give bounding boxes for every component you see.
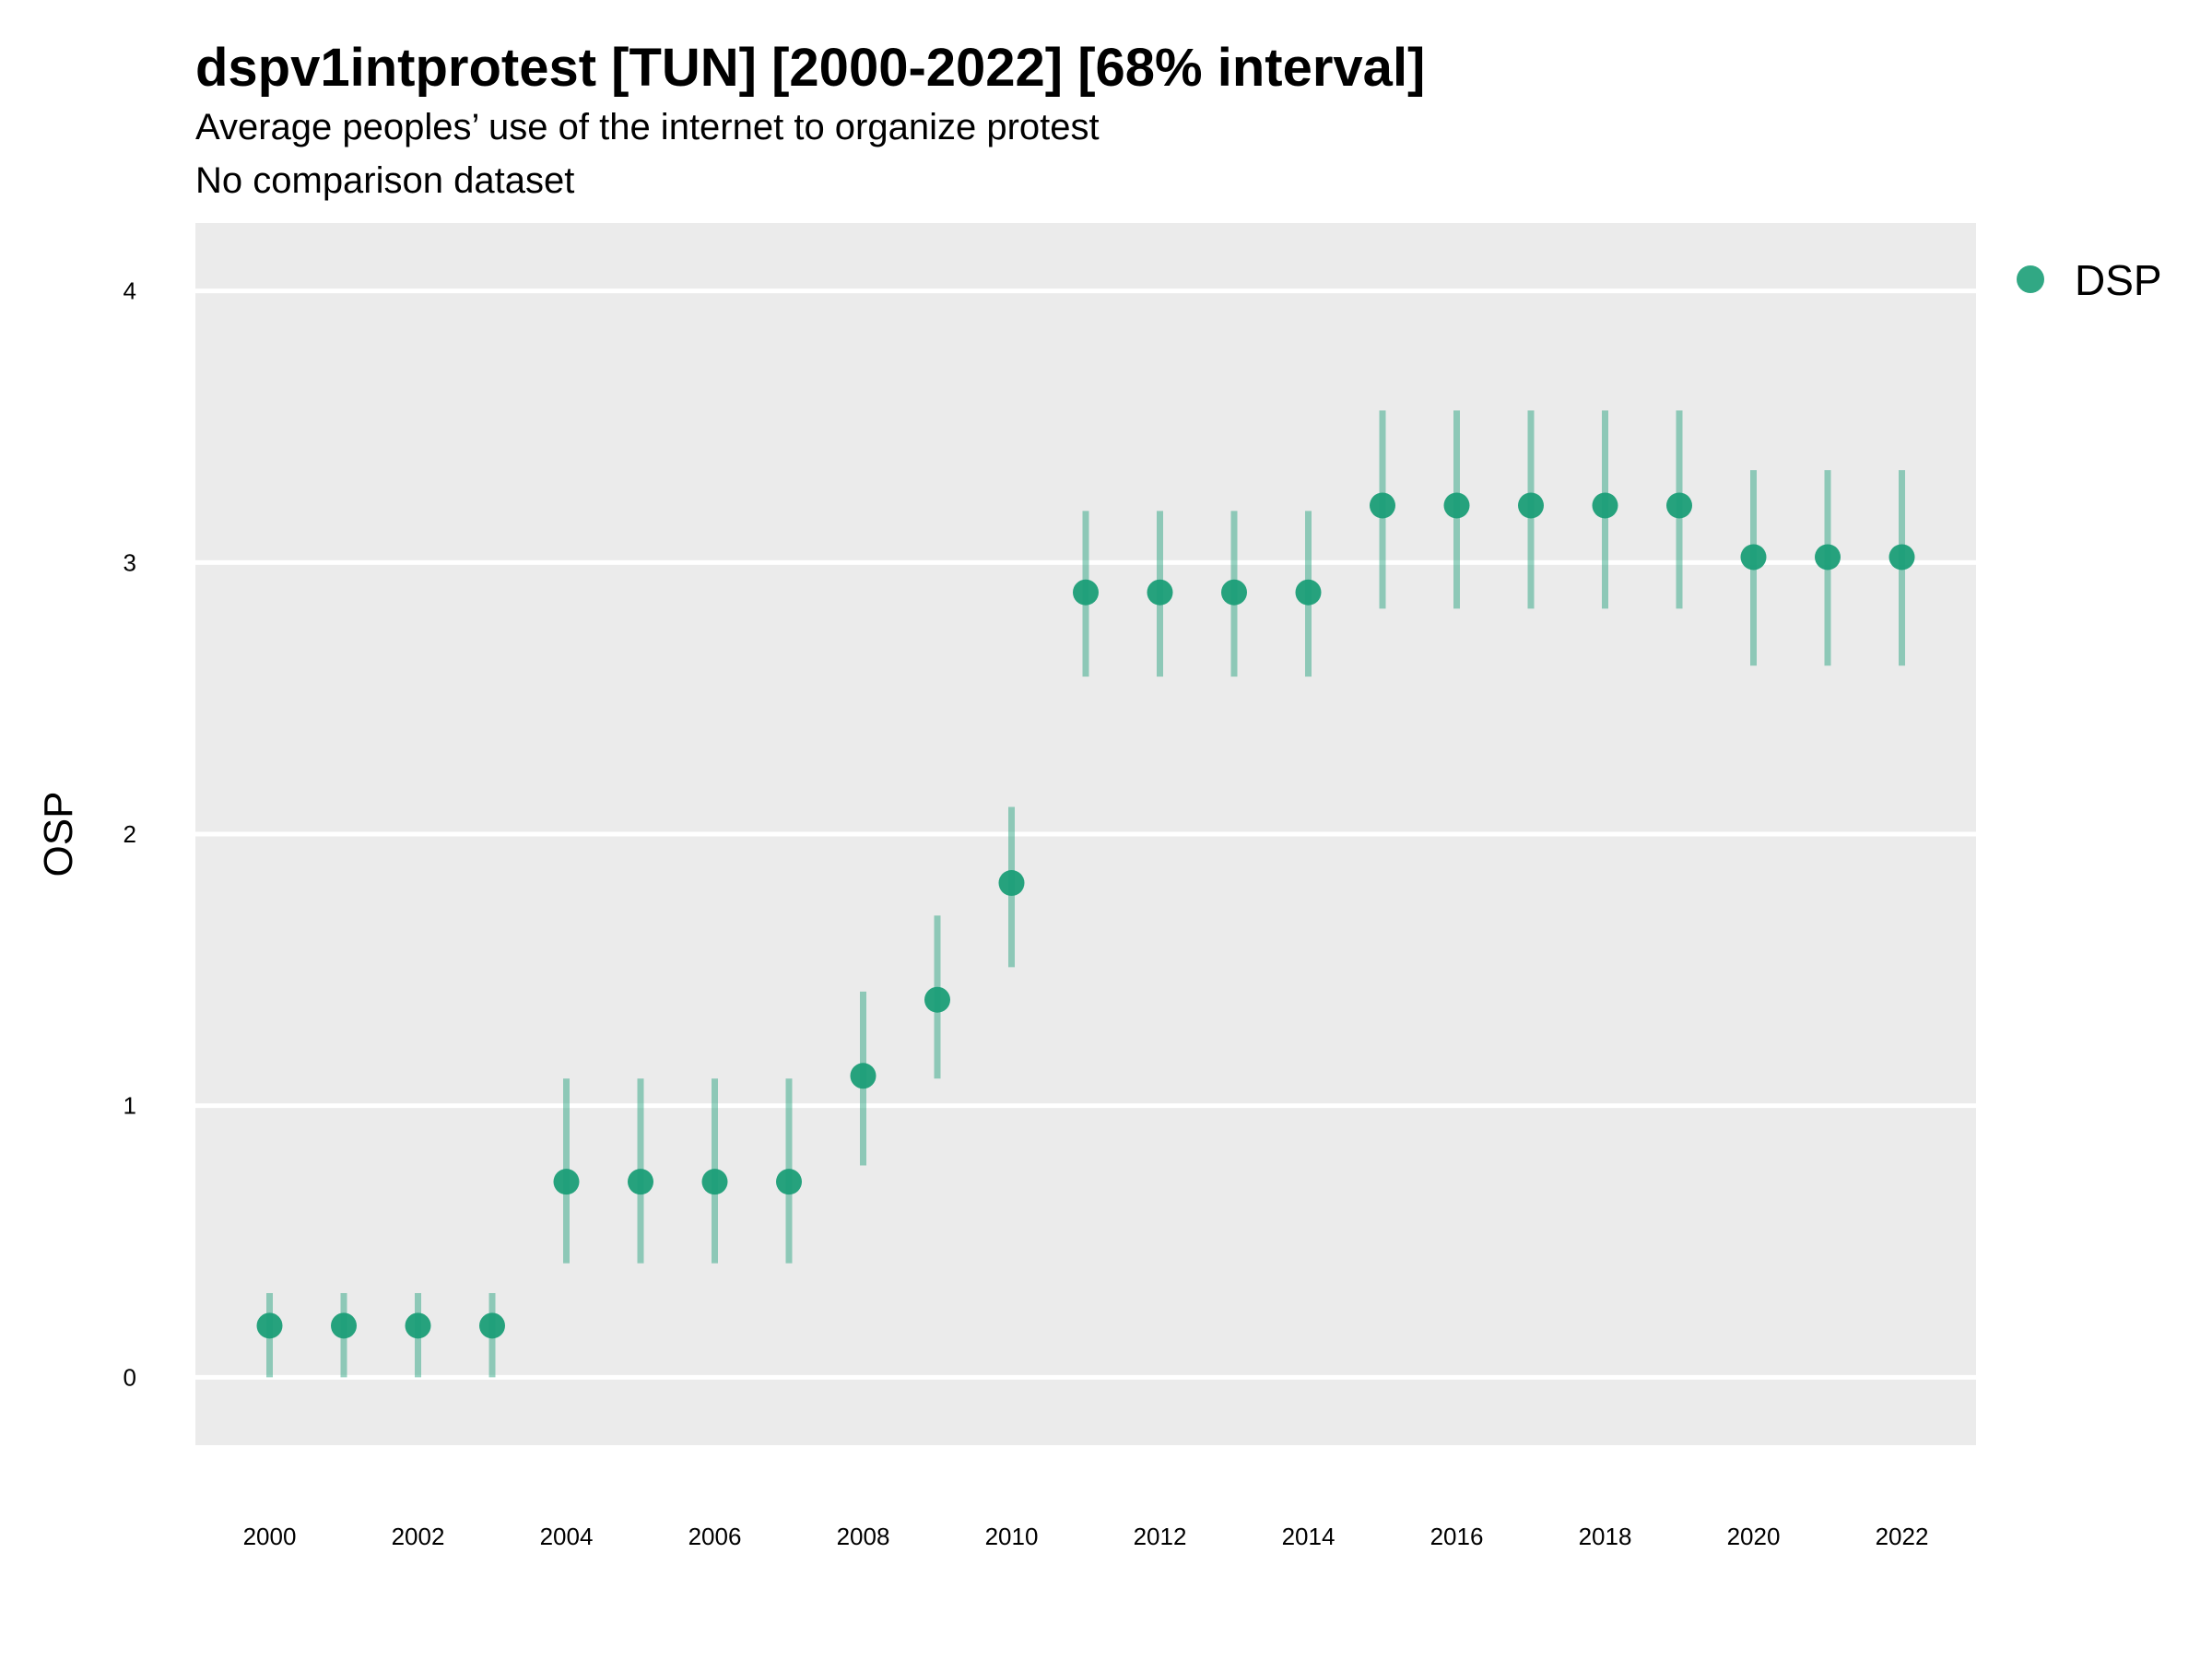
- data-point-2013: [1221, 579, 1247, 606]
- x-tick-label-2006: 2006: [688, 1523, 742, 1550]
- x-tick-labels: 2000 2002 2004 2006 2008 2010 2012 2014 2016 2018…: [243, 1523, 1929, 1550]
- x-tick-label-2014: 2014: [1282, 1523, 1335, 1550]
- data-point-2016: [1443, 492, 1470, 519]
- data-point-2017: [1518, 492, 1544, 519]
- data-point-2002: [405, 1312, 431, 1339]
- y-axis-label: OSP: [36, 792, 81, 877]
- y-tick-label-4: 4: [124, 277, 136, 305]
- data-point-2012: [1147, 579, 1173, 606]
- data-point-2021: [1815, 544, 1841, 571]
- y-tick-label-3: 3: [124, 548, 136, 576]
- data-point-2014: [1295, 579, 1322, 606]
- y-tick-label-0: 0: [124, 1363, 136, 1391]
- data-points: [256, 492, 1915, 1339]
- x-tick-label-2022: 2022: [1876, 1523, 1929, 1550]
- x-tick-label-2010: 2010: [985, 1523, 1039, 1550]
- legend: DSP: [2017, 256, 2162, 304]
- x-tick-label-2000: 2000: [243, 1523, 297, 1550]
- data-point-2007: [776, 1169, 802, 1195]
- data-point-2004: [553, 1169, 580, 1195]
- chart-subtitle: Average peoples’ use of the internet to …: [195, 107, 1100, 147]
- chart-subtitle-secondary: No comparison dataset: [195, 160, 575, 201]
- data-point-2011: [1073, 579, 1099, 606]
- data-point-2000: [256, 1312, 283, 1339]
- y-tick-label-1: 1: [124, 1092, 136, 1120]
- data-point-2018: [1592, 492, 1618, 519]
- data-point-2005: [628, 1169, 653, 1195]
- x-tick-label-2004: 2004: [540, 1523, 594, 1550]
- data-point-2003: [479, 1312, 505, 1339]
- x-tick-label-2020: 2020: [1727, 1523, 1781, 1550]
- chart-title: dspv1intprotest [TUN] [2000-2022] [68% i…: [195, 38, 1426, 98]
- x-tick-label-2016: 2016: [1430, 1523, 1484, 1550]
- data-point-2008: [850, 1063, 877, 1089]
- y-tick-label-2: 2: [124, 820, 136, 848]
- data-point-2019: [1666, 492, 1692, 519]
- legend-swatch-dsp: [2017, 265, 2044, 293]
- x-tick-label-2012: 2012: [1134, 1523, 1187, 1550]
- data-point-2001: [331, 1312, 357, 1339]
- legend-label-dsp: DSP: [2075, 256, 2162, 304]
- data-point-2015: [1370, 492, 1395, 519]
- y-tick-labels: 0 1 2 3 4: [124, 277, 136, 1392]
- data-point-2020: [1740, 544, 1767, 571]
- data-point-2010: [998, 870, 1025, 897]
- x-tick-label-2008: 2008: [837, 1523, 890, 1550]
- grid-lines: [195, 288, 1976, 1380]
- x-tick-label-2018: 2018: [1579, 1523, 1632, 1550]
- data-point-2009: [924, 986, 950, 1013]
- data-point-2006: [701, 1169, 728, 1195]
- data-point-2022: [1888, 544, 1915, 571]
- x-tick-label-2002: 2002: [392, 1523, 445, 1550]
